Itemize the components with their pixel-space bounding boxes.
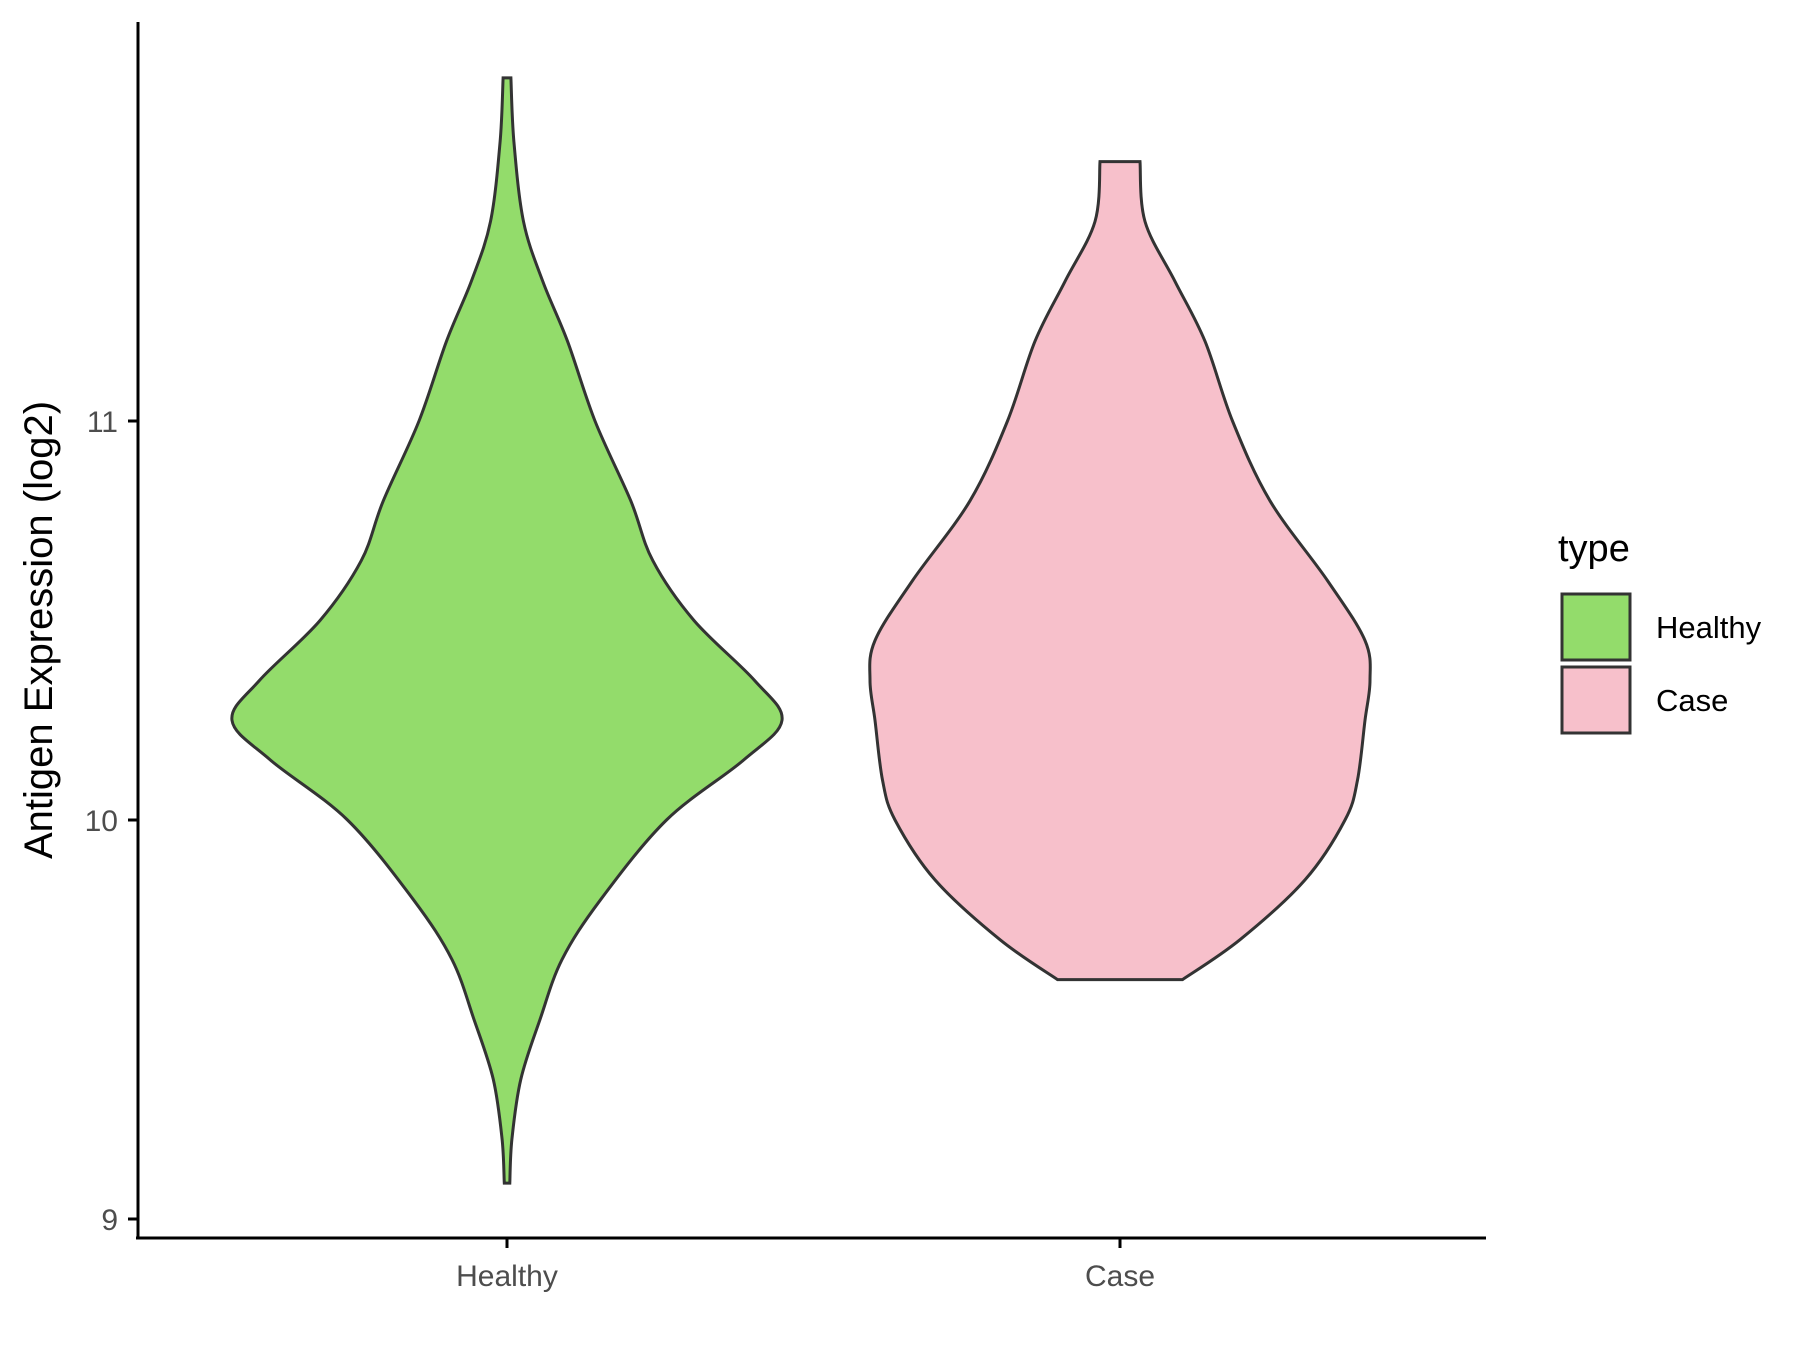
- y-axis-ticks: 9 10 11: [85, 406, 138, 1237]
- x-tick-label: Healthy: [456, 1260, 558, 1293]
- legend-key-healthy: [1560, 592, 1632, 662]
- y-tick-label: 10: [85, 805, 118, 838]
- y-tick-label: 9: [101, 1204, 118, 1237]
- x-tick-label: Case: [1085, 1260, 1155, 1293]
- legend-key-case: [1560, 665, 1632, 735]
- y-axis-title: Antigen Expression (log2): [17, 401, 61, 859]
- x-axis-ticks: Healthy Case: [456, 1238, 1155, 1293]
- legend-label-healthy: Healthy: [1656, 610, 1762, 645]
- violin-case: [868, 160, 1372, 982]
- violins: [230, 76, 1372, 1185]
- legend-label-case: Case: [1656, 683, 1728, 718]
- legend-title: type: [1558, 528, 1630, 570]
- violin-healthy: [230, 76, 784, 1185]
- y-tick-label: 11: [87, 406, 118, 439]
- legend: type Healthy Case: [1558, 528, 1762, 735]
